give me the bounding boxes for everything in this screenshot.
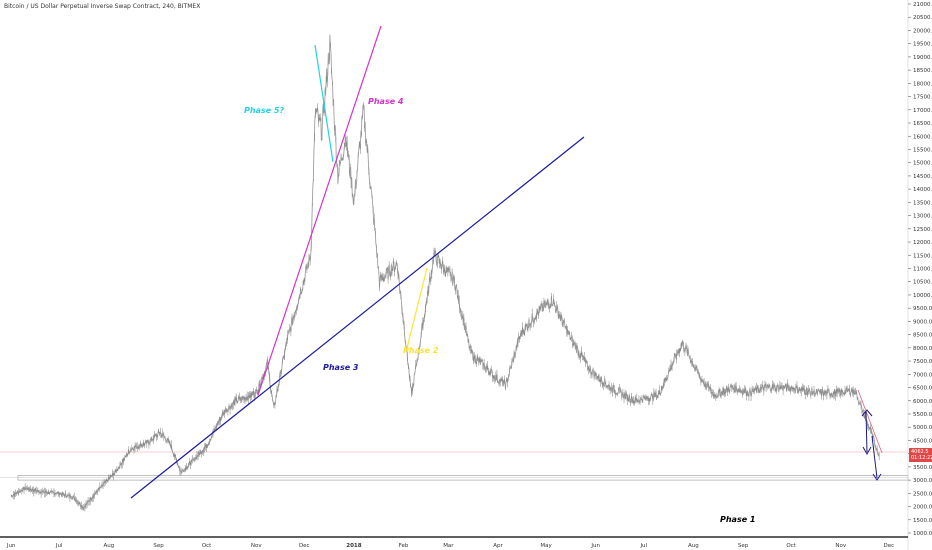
y-tick-label: 15000.0 — [913, 161, 932, 167]
y-tick-label: 2500.0 — [913, 491, 932, 497]
arrowhead — [872, 473, 882, 481]
trendline-recent — [857, 389, 883, 454]
x-tick-label: Sep — [738, 543, 749, 549]
x-axis: Jun Jul Aug Sep Oct Nov Dec 2018 Feb Mar Apr May Jun… — [0, 536, 908, 549]
support-band — [17, 475, 909, 481]
y-tick-label: 16500.0 — [913, 121, 932, 127]
x-tick-label: Jul — [55, 543, 63, 549]
x-tick-label: Apr — [493, 543, 503, 549]
x-tick-label: Dec — [299, 543, 310, 549]
y-tick-label: 20500.0 — [913, 15, 932, 21]
y-tick-label: 10000.0 — [913, 293, 932, 299]
y-tick-label: 17000.0 — [913, 108, 932, 114]
y-tick-label: 12000.0 — [913, 240, 932, 246]
y-tick-label: 8000.0 — [913, 346, 932, 352]
y-tick-label: 15500.0 — [913, 147, 932, 153]
y-tick-label: 13500.0 — [913, 200, 932, 206]
chart-drawings — [130, 25, 883, 499]
y-tick-label: 7500.0 — [913, 359, 932, 365]
x-tick-label: Feb — [399, 543, 409, 549]
price-series — [10, 34, 880, 512]
y-tick-label: 7000.0 — [913, 372, 932, 378]
y-tick-label: 5500.0 — [913, 412, 932, 418]
y-tick-label: 18500.0 — [913, 68, 932, 74]
annotation-phase-2: Phase 2 — [403, 346, 439, 355]
trendline-phase-4 — [257, 25, 382, 396]
annotation-labels: Phase 5? Phase 4 Phase 3 Phase 2 Phase 1 — [244, 97, 756, 524]
annotation-phase-1: Phase 1 — [720, 515, 756, 524]
y-axis: 1000.01500.02000.02500.03000.03500.04000… — [907, 0, 932, 550]
arrow-down-2 — [871, 435, 878, 479]
y-tick-label: 16000.0 — [913, 134, 932, 140]
y-tick-label: 9000.0 — [913, 319, 932, 325]
y-tick-label: 3500.0 — [913, 465, 932, 471]
y-tick-label: 20000.0 — [913, 28, 932, 34]
trendline-phase-2 — [405, 267, 428, 353]
current-price-marker: 4062.501:12:22 — [909, 447, 932, 462]
x-tick-label: Jul — [639, 543, 647, 549]
price-tag — [909, 447, 932, 462]
y-tick-label: 11500.0 — [913, 253, 932, 259]
x-tick-label: Nov — [251, 543, 262, 549]
y-tick-label: 11000.0 — [913, 267, 932, 273]
x-tick-label: Oct — [202, 543, 212, 549]
y-tick-label: 2000.0 — [913, 505, 932, 511]
x-tick-label: Aug — [688, 543, 699, 549]
y-tick-label: 18000.0 — [913, 81, 932, 87]
y-tick-label: 1500.0 — [913, 518, 932, 524]
y-tick-label: 3000.0 — [913, 478, 932, 484]
y-tick-label: 6000.0 — [913, 399, 932, 405]
x-tick-label: Jun — [590, 543, 600, 549]
x-tick-label: Nov — [835, 543, 846, 549]
arrowhead — [862, 446, 872, 456]
x-tick-label: 2018 — [346, 543, 361, 549]
price-line — [10, 34, 880, 511]
trendline-phase-3 — [130, 136, 585, 499]
annotation-phase-4: Phase 4 — [368, 97, 404, 106]
x-tick-label: Mar — [443, 543, 454, 549]
annotation-phase-3: Phase 3 — [323, 363, 359, 372]
y-tick-label: 12500.0 — [913, 227, 932, 233]
arrow-down-1 — [865, 411, 868, 453]
y-tick-label: 14000.0 — [913, 187, 932, 193]
y-tick-label: 9500.0 — [913, 306, 932, 312]
y-tick-label: 5000.0 — [913, 425, 932, 431]
x-tick-label: Oct — [786, 543, 796, 549]
arrowhead — [861, 409, 873, 417]
y-tick-label: 13000.0 — [913, 214, 932, 220]
y-tick-label: 10500.0 — [913, 280, 932, 286]
x-tick-label: Dec — [883, 543, 894, 549]
y-tick-label: 17500.0 — [913, 95, 932, 101]
y-tick-label: 6500.0 — [913, 386, 932, 392]
x-tick-label: Aug — [104, 543, 115, 549]
x-tick-label: Sep — [153, 543, 164, 549]
chart-title: Bitcoin / US Dollar Perpetual Inverse Sw… — [4, 3, 201, 10]
price-tag-countdown: 01:12:22 — [911, 455, 932, 461]
y-tick-label: 19000.0 — [913, 55, 932, 61]
y-tick-label: 4500.0 — [913, 438, 932, 444]
x-tick-label: Jun — [6, 543, 16, 549]
annotation-phase-5: Phase 5? — [244, 106, 284, 115]
y-tick-label: 8500.0 — [913, 333, 932, 339]
x-tick-label: May — [540, 543, 552, 549]
trendline-phase-5 — [314, 44, 334, 163]
chart-grid — [0, 451, 909, 481]
y-tick-label: 19500.0 — [913, 42, 932, 48]
y-tick-label: 14500.0 — [913, 174, 932, 180]
y-tick-label: 1000.0 — [913, 531, 932, 537]
y-tick-label: 21000.0 — [913, 2, 932, 8]
price-tag-value: 4062.5 — [911, 449, 929, 455]
